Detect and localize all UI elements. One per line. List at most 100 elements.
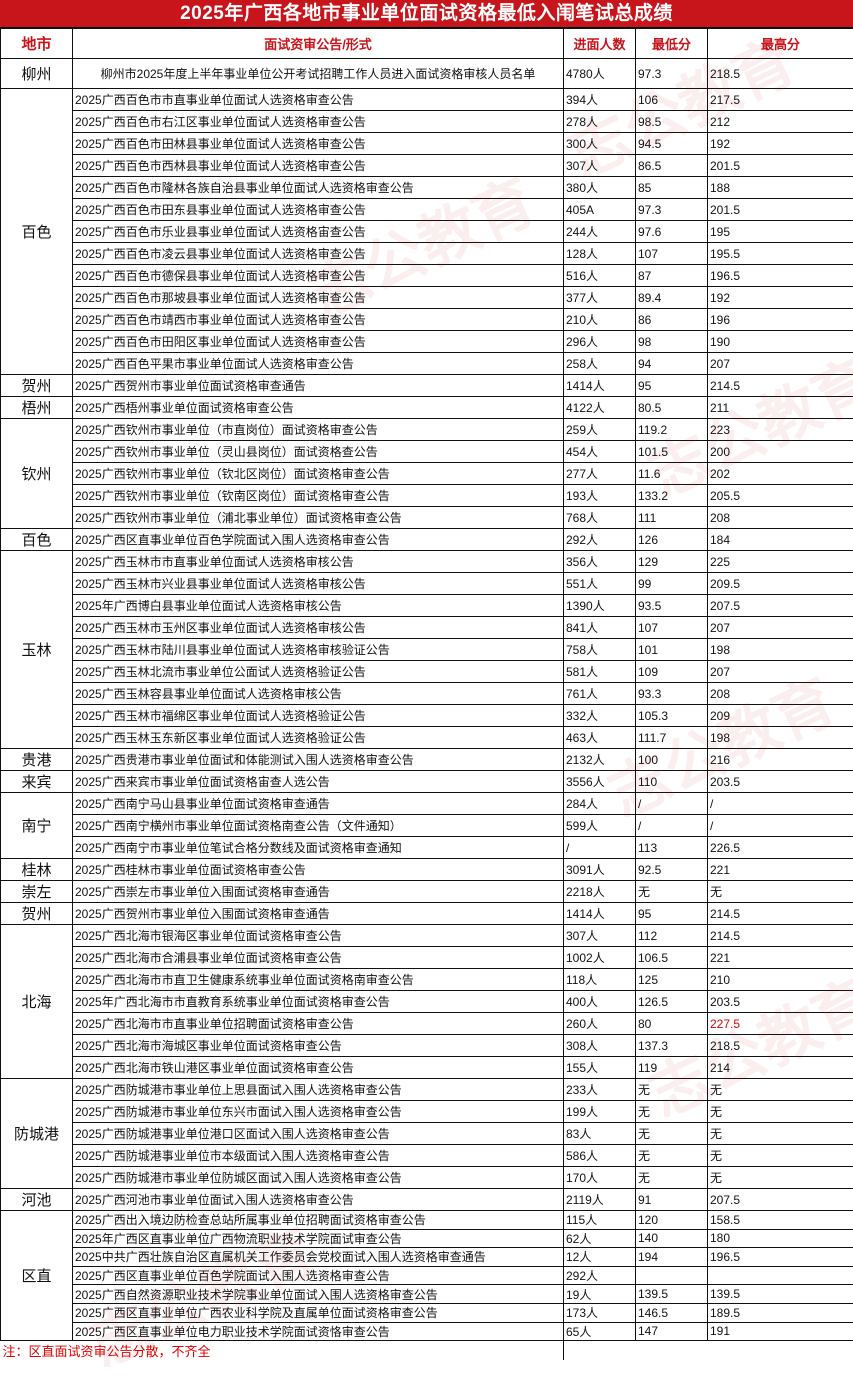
max-score-cell: 221 [708, 947, 853, 969]
min-score-cell: 94.5 [636, 133, 708, 155]
notice-cell: 2025广西玉林北流市事业单位公面试人选资格验证公告 [73, 661, 564, 683]
table-title: 2025年广西各地市事业单位面试资格最低入闱笔试总成绩 [0, 0, 853, 28]
min-score-cell: 11.6 [636, 463, 708, 485]
notice-cell: 2025广西南宁马山县事业单位面试资格审查通告 [73, 793, 564, 815]
notice-cell: 2025广西河池市事业单位面试入围人选资格审查公告 [73, 1189, 564, 1211]
min-score-cell: 126.5 [636, 991, 708, 1013]
max-score-cell: 198 [708, 727, 853, 749]
city-cell: 百色 [1, 89, 73, 375]
count-cell: 380人 [564, 177, 636, 199]
city-cell: 来宾 [1, 771, 73, 793]
max-score-cell: 205.5 [708, 485, 853, 507]
min-score-cell: 146.5 [636, 1303, 708, 1322]
min-score-cell: / [636, 793, 708, 815]
min-score-cell: 95 [636, 375, 708, 397]
max-score-cell: 195.5 [708, 243, 853, 265]
min-score-cell: 119 [636, 1057, 708, 1079]
min-score-cell: 94 [636, 353, 708, 375]
count-cell: 292人 [564, 529, 636, 551]
max-score-cell: 192 [708, 287, 853, 309]
min-score-cell: 无 [636, 1101, 708, 1123]
count-cell: 2132人 [564, 749, 636, 771]
notice-cell: 2025广西百色市凌云县事业单位面试人选资格审查公告 [73, 243, 564, 265]
count-cell: 463人 [564, 727, 636, 749]
max-score-cell: 214.5 [708, 925, 853, 947]
count-cell: 244人 [564, 221, 636, 243]
max-score-cell: 211 [708, 397, 853, 419]
notice-cell: 2025广西钦州市事业单位（钦北区岗位）面试资格审查公告 [73, 463, 564, 485]
max-score-cell: 196.5 [708, 265, 853, 287]
count-cell: 332人 [564, 705, 636, 727]
notice-cell: 2025广西区直事业单位广西农业科学院及直属单位面试资格审查公告 [73, 1303, 564, 1322]
count-cell: 65人 [564, 1322, 636, 1341]
notice-cell: 2025广西北海市市直卫生健康系统事业单位面试资格南审查公告 [73, 969, 564, 991]
notice-cell: 2025广西贺州市事业单位入围面试资格审查通告 [73, 903, 564, 925]
max-score-cell: 207.5 [708, 1189, 853, 1211]
city-cell: 贵港 [1, 749, 73, 771]
notice-cell: 2025年广西北海市市直教育系统事业单位面试资格审查公告 [73, 991, 564, 1013]
min-score-cell: 95 [636, 903, 708, 925]
min-score-cell: 112 [636, 925, 708, 947]
notice-cell: 2025广西北海市合浦县事业单位面试资格审查公告 [73, 947, 564, 969]
count-cell: 260人 [564, 1013, 636, 1035]
table-row: 柳州柳州市2025年度上半年事业单位公开考试招聘工作人员进入面试资格审核人员名单… [1, 59, 853, 89]
max-score-cell: 207 [708, 661, 853, 683]
notice-cell: 2025广西南宁横州市事业单位面试资格南查公告（文件通知） [73, 815, 564, 837]
max-score-cell: 200 [708, 441, 853, 463]
count-cell: 300人 [564, 133, 636, 155]
max-score-cell: 192 [708, 133, 853, 155]
city-cell: 钦州 [1, 419, 73, 529]
count-cell: 841人 [564, 617, 636, 639]
city-cell: 贺州 [1, 903, 73, 925]
footer-row: 注：区直面试资审公告分散，不齐全 [1, 1341, 853, 1361]
min-score-cell: 99 [636, 573, 708, 595]
min-score-cell: 101.5 [636, 441, 708, 463]
count-cell: 4780人 [564, 59, 636, 89]
min-score-cell: 105.3 [636, 705, 708, 727]
notice-cell: 2025广西百色市德保县事业单位面试人选资格审查公告 [73, 265, 564, 287]
city-cell: 柳州 [1, 59, 73, 89]
min-score-cell: 80.5 [636, 397, 708, 419]
notice-cell: 2025中共广西壮族自治区直属机关工作委员会党校面试入围人选资格审查通告 [73, 1248, 564, 1267]
max-score-cell: 217.5 [708, 89, 853, 111]
min-score-cell: 111.7 [636, 727, 708, 749]
notice-cell: 2025广西北海市市直事业单位招聘面试资格审查公告 [73, 1013, 564, 1035]
count-cell: 128人 [564, 243, 636, 265]
notice-cell: 2025广西防城港市事业单位防城区面试入围人选资格审查公告 [73, 1167, 564, 1189]
count-cell: 761人 [564, 683, 636, 705]
city-cell: 桂林 [1, 859, 73, 881]
notice-cell: 2025广西百色市田东县事业单位面试人选资格审查公告 [73, 199, 564, 221]
min-score-cell: 139.5 [636, 1285, 708, 1304]
notice-cell: 2025广西防城港市事业单位上思县面试入围人选资格审查公告 [73, 1079, 564, 1101]
max-score-cell: 无 [708, 1123, 853, 1145]
count-cell: 758人 [564, 639, 636, 661]
count-cell: 210人 [564, 309, 636, 331]
city-cell: 区直 [1, 1211, 73, 1341]
max-score-cell: 223 [708, 419, 853, 441]
max-score-cell: 216 [708, 749, 853, 771]
max-score-cell: 227.5 [708, 1013, 853, 1035]
header-count: 进面人数 [564, 29, 636, 59]
count-cell: 551人 [564, 573, 636, 595]
